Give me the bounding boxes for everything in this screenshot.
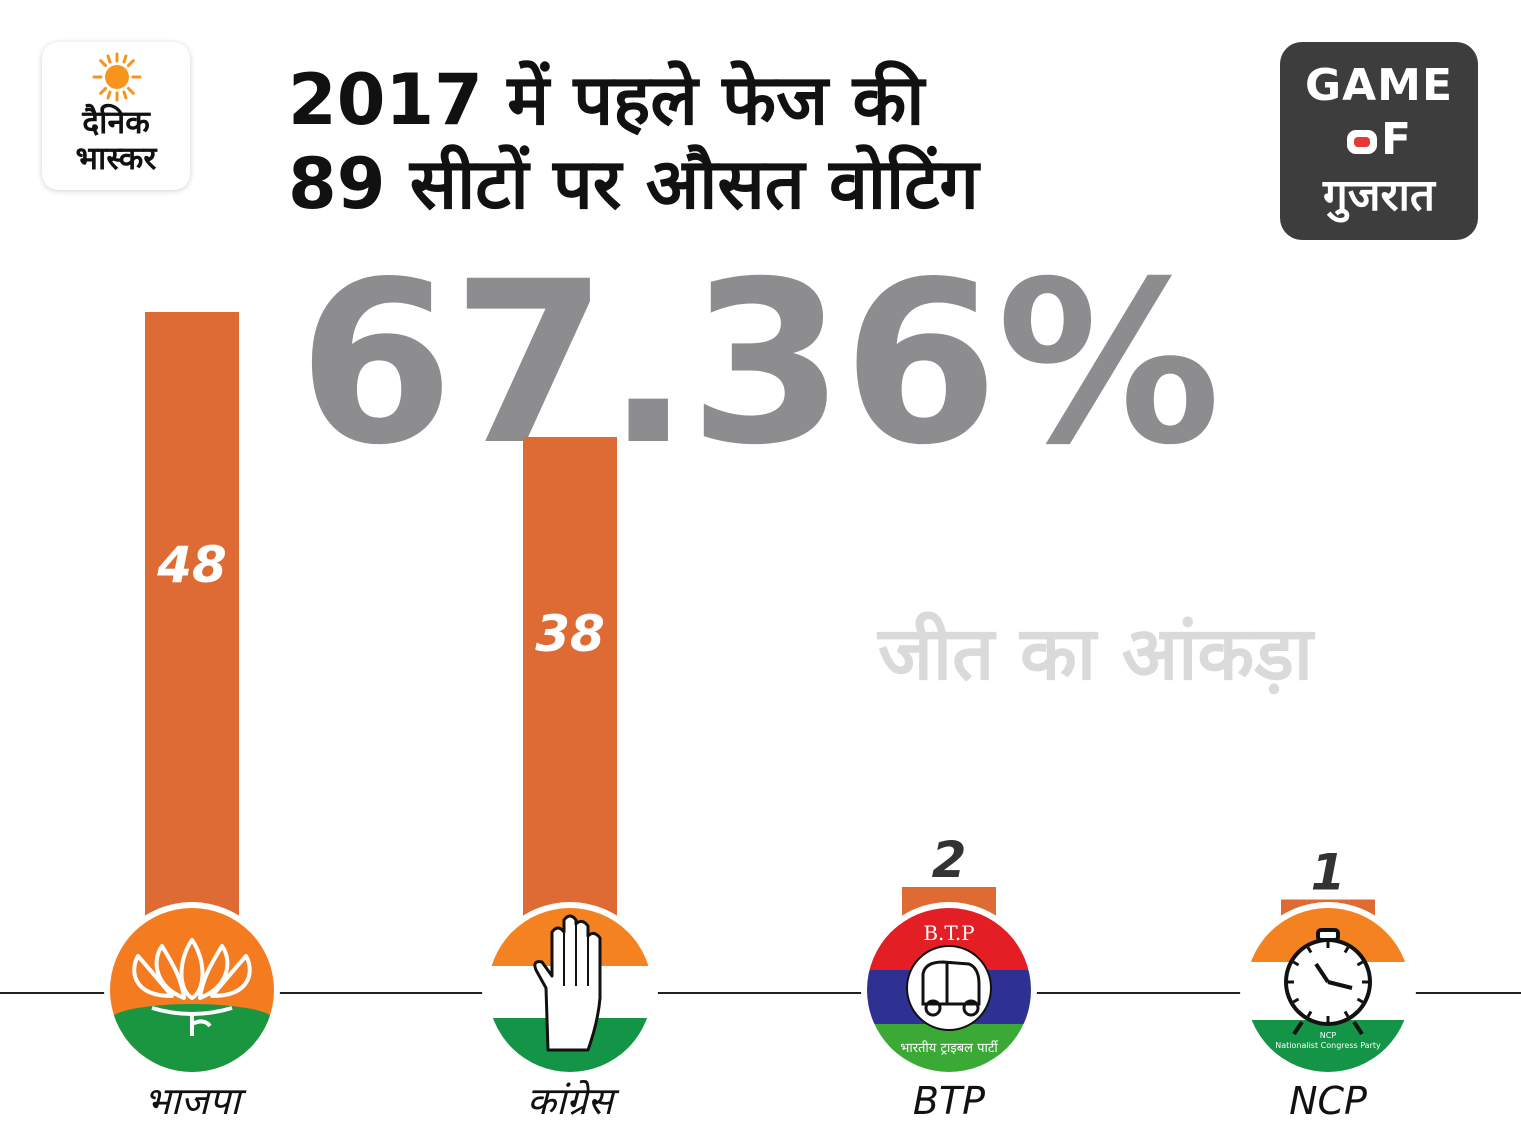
bar-2	[523, 437, 617, 932]
congress-hand-icon	[482, 902, 658, 1078]
btp-rickshaw-icon: B.T.P भारतीय ट्राइबल पार्टी	[861, 902, 1037, 1078]
ncp-logo-text: Nationalist Congress Party	[1275, 1041, 1381, 1050]
bars-layer	[145, 312, 1375, 932]
game-of-gujarat-badge: GAME F गुजरात	[1280, 42, 1478, 240]
labels-layer: 48 भाजपा 38 कांग्रेस 2 BTP 1 NCP	[144, 536, 1367, 1123]
bar-value-label-3: 2	[932, 831, 967, 889]
badge-line3: गुजरात	[1323, 170, 1435, 221]
dainik-bhaskar-logo: दैनिक भास्कर	[42, 42, 190, 190]
btp-logo-text-bottom: भारतीय ट्राइबल पार्टी	[900, 1040, 998, 1056]
bar-1	[145, 312, 239, 932]
page-title: 2017 में पहले फेज की 89 सीटों पर औसत वोट…	[288, 58, 1248, 226]
btp-logo-text-top: B.T.P	[923, 921, 974, 945]
badge-line2-text: F	[1380, 114, 1412, 165]
party-label-3: BTP	[913, 1079, 985, 1123]
bar-value-label-4: 1	[1311, 844, 1346, 902]
bar-value-label-2: 38	[535, 605, 605, 663]
bjp-lotus-icon	[104, 902, 280, 1078]
bar-value-label-1: 48	[156, 536, 227, 594]
badge-line2: F	[1280, 118, 1478, 162]
title-line1: 2017 में पहले फेज की	[288, 59, 925, 141]
ncp-logo-text-small: NCP	[1320, 1031, 1337, 1040]
title-line2: 89 सीटों पर औसत वोटिंग	[288, 143, 979, 225]
party-label-4: NCP	[1289, 1079, 1367, 1123]
brand-name-line2: भास्कर	[75, 139, 157, 177]
logos-layer: B.T.P भारतीय ट्राइबल पार्टी NCPNationalist…	[104, 902, 1416, 1078]
turnout-percentage: 67.36%	[298, 233, 1221, 494]
brand-name-line1: दैनिक	[82, 103, 150, 141]
sun-icon	[92, 52, 142, 102]
party-label-2: कांग्रेस	[527, 1079, 620, 1123]
badge-o-icon	[1346, 130, 1377, 154]
win-label: जीत का आंकड़ा	[878, 611, 1313, 697]
party-label-1: भाजपा	[144, 1079, 247, 1123]
badge-line1: GAME	[1304, 60, 1453, 111]
